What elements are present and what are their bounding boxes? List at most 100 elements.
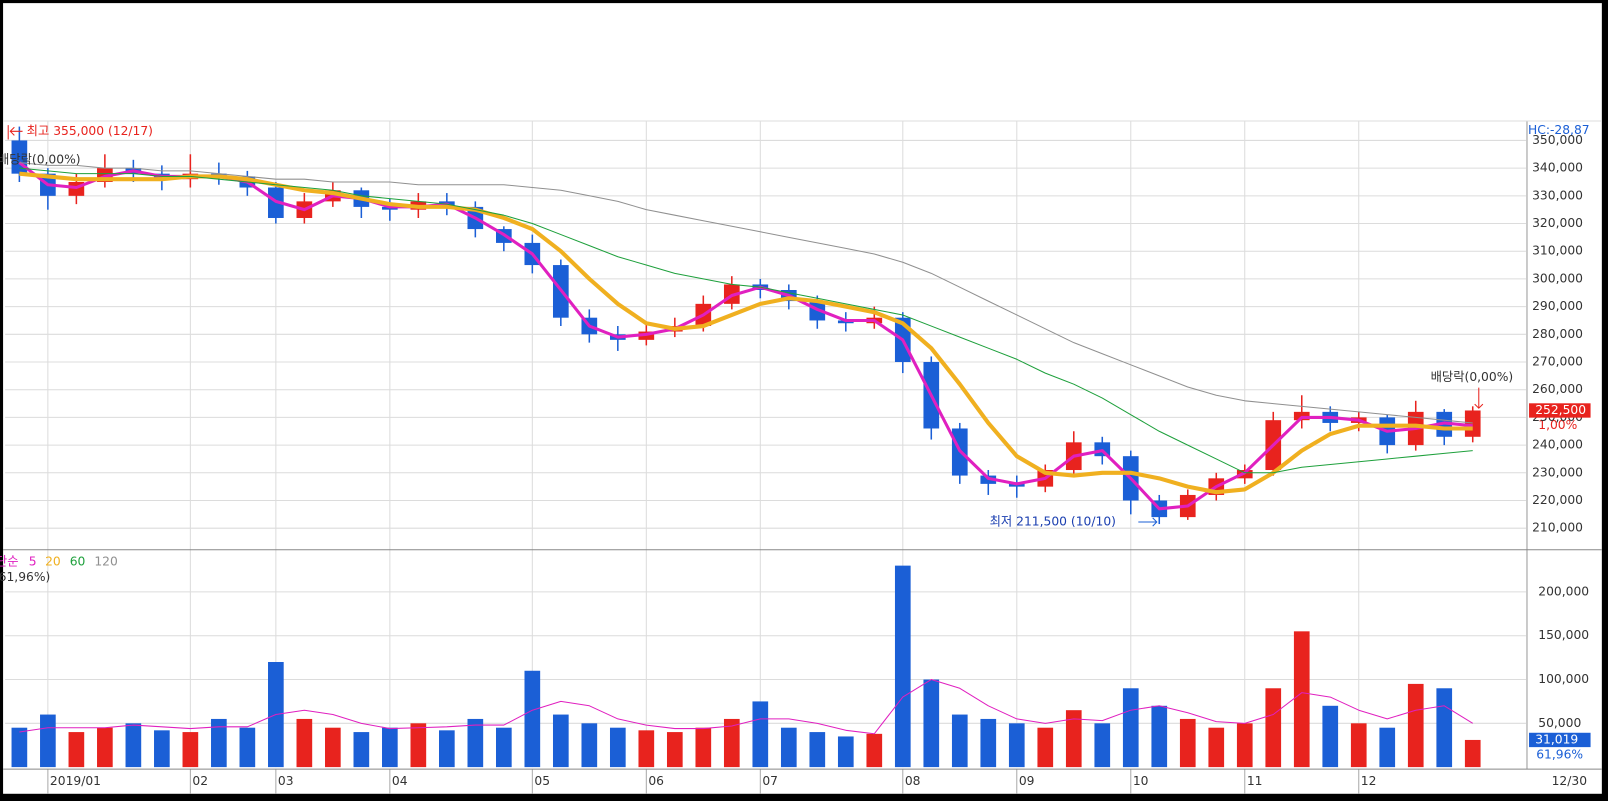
- y-tick-label: 230,000: [1532, 465, 1583, 479]
- background: [3, 3, 1602, 794]
- y-tick-label: 340,000: [1532, 161, 1583, 175]
- y-tick-label: 300,000: [1532, 271, 1583, 285]
- volume-bar: [154, 730, 170, 768]
- low-arrow: [1138, 517, 1158, 527]
- x-tick-label: 02: [192, 774, 208, 788]
- volume-bar: [1350, 723, 1367, 768]
- volume-bar: [980, 718, 997, 768]
- volume-bar: [552, 714, 569, 768]
- volume-ma-line: [19, 679, 1474, 735]
- volume-bar: [40, 714, 56, 768]
- volume-bar: [1122, 688, 1139, 768]
- volume-bar: [1065, 710, 1082, 768]
- volume-bar: [296, 718, 313, 768]
- volume-bar: [666, 732, 683, 768]
- volume-tick-label: 100,000: [1538, 672, 1589, 686]
- y-tick-label: 320,000: [1532, 216, 1583, 230]
- volume-bar: [1151, 705, 1168, 768]
- y-tick-label: 220,000: [1532, 493, 1583, 507]
- volume-bar: [125, 723, 142, 768]
- x-tick-label: 07: [762, 774, 778, 788]
- volume-bar: [894, 565, 911, 768]
- legend-entry: 5: [29, 555, 37, 569]
- last-change: 1,00%: [1538, 418, 1577, 432]
- volume-bar: [1293, 631, 1310, 768]
- volume-tick-label: 150,000: [1538, 628, 1589, 642]
- volume-bar: [1436, 688, 1453, 768]
- x-tick-label: 05: [534, 774, 550, 788]
- x-tick-label: 06: [648, 774, 664, 788]
- volume-bar: [182, 732, 199, 768]
- last-volume-box: [1529, 732, 1591, 748]
- x-end-label: 12/30: [1552, 774, 1587, 788]
- y-tick-label: 210,000: [1532, 521, 1583, 535]
- high-arrow: [7, 125, 23, 140]
- volume-bar: [752, 701, 769, 768]
- y-tick-label: 240,000: [1532, 438, 1583, 452]
- volume-bar: [951, 714, 968, 768]
- volume-bar: [1265, 688, 1282, 768]
- volume-bar: [211, 718, 227, 768]
- volume-bar: [866, 733, 883, 768]
- volume-bar: [467, 718, 484, 768]
- low-annotation: 최저 211,500 (10/10): [990, 515, 1116, 529]
- x-tick-label: 04: [392, 774, 408, 788]
- volume-bar: [410, 723, 427, 768]
- volume-bar: [1236, 723, 1253, 768]
- volume-bar: [353, 732, 370, 768]
- volume-bar: [11, 727, 28, 768]
- volume-bar: [97, 727, 113, 768]
- y-tick-label: 350,000: [1532, 133, 1583, 147]
- ma-line: [19, 171, 1473, 495]
- legend-entry: 20: [45, 555, 61, 569]
- x-tick-label: 11: [1247, 774, 1263, 788]
- high-annotation: 최고 355,000 (12/17): [27, 124, 153, 138]
- volume-bar: [68, 732, 85, 768]
- volume-ratio: 61,96%: [1536, 747, 1583, 761]
- legend-entry: 60: [70, 555, 86, 569]
- last-price-label: 252,500: [1535, 403, 1586, 417]
- volume-bar: [1008, 723, 1025, 768]
- volume-ratio-left: (61,96%): [0, 570, 50, 584]
- x-tick-label: 12: [1361, 774, 1377, 788]
- volume-tick-label: 50,000: [1538, 716, 1581, 730]
- dividend-left: 배당락(0,00%): [0, 153, 81, 167]
- volume-bar: [1179, 718, 1196, 768]
- y-tick-label: 290,000: [1532, 299, 1583, 313]
- volume-bar: [638, 730, 655, 768]
- volume-bar: [524, 670, 541, 768]
- volume-bar: [438, 730, 455, 768]
- y-tick-label: 330,000: [1532, 188, 1583, 202]
- ma-line: [18, 161, 1473, 511]
- volume-bar: [1208, 727, 1225, 768]
- volume-bar: [695, 727, 712, 768]
- volume-bar: [837, 736, 854, 768]
- volume-bar: [780, 727, 797, 768]
- volume-bar: [609, 727, 626, 768]
- volume-bar: [1322, 705, 1339, 768]
- last-volume-label: 31,019: [1535, 732, 1578, 746]
- y-tick-label: 280,000: [1532, 327, 1583, 341]
- labels-layer: HC:-28,87 최고 355,000 (12/17) 배당락(0,00%) …: [0, 123, 1591, 788]
- ma-line: [19, 167, 1473, 474]
- x-tick-label: 03: [278, 774, 294, 788]
- y-tick-label: 270,000: [1532, 355, 1583, 369]
- marks-layer: [11, 126, 1481, 768]
- volume-bar: [1037, 727, 1054, 768]
- volume-bar: [1094, 723, 1111, 768]
- dividend-right: 배당락(0,00%): [1431, 370, 1514, 384]
- y-tick-label: 260,000: [1532, 382, 1583, 396]
- volume-bar: [923, 679, 940, 768]
- legend-entry: 120: [94, 555, 117, 569]
- legend-prefix: 단순: [0, 555, 19, 569]
- x-tick-label: 08: [905, 774, 921, 788]
- volume-bar: [325, 727, 341, 768]
- volume-bar: [723, 718, 740, 768]
- x-tick-label: 09: [1019, 774, 1035, 788]
- volume-bar: [1379, 727, 1396, 768]
- volume-bar: [382, 727, 398, 768]
- volume-bar: [809, 732, 826, 768]
- volume-bar: [581, 723, 598, 768]
- volume-bar: [1464, 739, 1481, 768]
